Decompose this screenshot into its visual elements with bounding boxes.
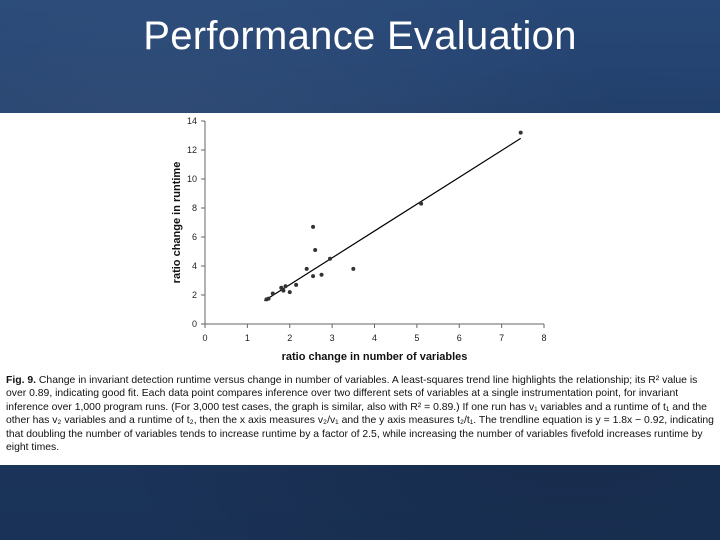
- x-tick-label: 2: [287, 333, 292, 343]
- y-tick-label: 8: [192, 203, 197, 213]
- figure-panel: 0 1 2 3 4 5 6 7 8 0 2 4 6 8 10 12 14 ratio change in num…: [0, 113, 720, 465]
- data-point: [294, 282, 299, 287]
- caption-text: Change in invariant detection runtime ve…: [6, 375, 714, 454]
- data-point: [328, 256, 333, 261]
- data-point: [287, 290, 292, 295]
- y-tick-label: 14: [187, 116, 197, 126]
- data-point: [304, 266, 309, 271]
- data-point: [311, 274, 316, 279]
- trend-line: [264, 137, 522, 302]
- data-point: [281, 288, 286, 293]
- figure-caption: Fig. 9. Change in invariant detection ru…: [6, 374, 716, 454]
- data-point: [319, 272, 324, 277]
- data-point: [351, 266, 356, 271]
- y-tick-label: 6: [192, 232, 197, 242]
- x-tick-label: 4: [372, 333, 377, 343]
- x-tick-label: 0: [202, 333, 207, 343]
- y-tick-label: 12: [187, 145, 197, 155]
- x-tick-label: 8: [541, 333, 546, 343]
- data-point: [313, 248, 318, 253]
- data-point: [283, 284, 288, 289]
- data-point: [279, 285, 284, 290]
- x-tick-label: 3: [330, 333, 335, 343]
- x-tick-label: 1: [245, 333, 250, 343]
- slide-title: Performance Evaluation: [143, 14, 577, 58]
- data-point: [518, 130, 523, 135]
- y-tick-label: 4: [192, 261, 197, 271]
- x-axis-label: ratio change in number of variables: [282, 351, 468, 363]
- data-point: [270, 291, 275, 296]
- y-tick-label: 10: [187, 174, 197, 184]
- x-tick-label: 7: [499, 333, 504, 343]
- caption-fig-label: Fig. 9.: [6, 375, 37, 386]
- y-tick-label: 2: [192, 290, 197, 300]
- y-tick-label: 0: [192, 319, 197, 329]
- data-point: [419, 201, 424, 206]
- data-point: [266, 296, 271, 301]
- x-tick-label: 5: [414, 333, 419, 343]
- data-point: [311, 224, 316, 229]
- y-axis-label: ratio change in runtime: [171, 162, 183, 284]
- x-tick-label: 6: [457, 333, 462, 343]
